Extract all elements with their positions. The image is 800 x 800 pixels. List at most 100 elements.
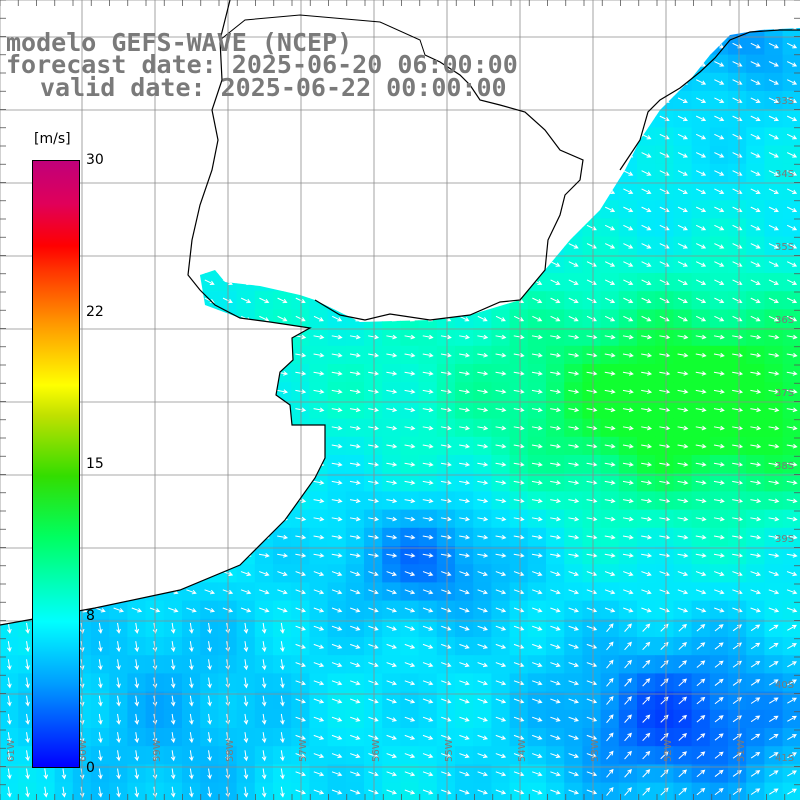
wind-arrow <box>495 789 507 795</box>
wind-arrow <box>604 571 616 577</box>
wind-arrow <box>714 206 725 213</box>
wind-arrow <box>422 680 434 686</box>
wind-arrow <box>386 462 398 467</box>
wind-arrow <box>714 97 725 103</box>
wind-arrow <box>606 787 614 796</box>
wind-arrow <box>586 498 598 504</box>
wind-arrow <box>624 641 632 651</box>
wind-arrow <box>750 697 761 704</box>
wind-arrow <box>477 716 488 722</box>
wind-arrow <box>116 641 121 653</box>
wind-arrow <box>313 662 325 668</box>
wind-arrow <box>313 734 325 740</box>
wind-arrow <box>750 443 762 449</box>
wind-arrow <box>43 786 49 798</box>
wind-arrow <box>422 425 434 431</box>
wind-arrow <box>531 334 543 340</box>
wind-arrow <box>586 480 598 485</box>
wind-arrow <box>750 660 761 668</box>
wind-arrow <box>368 734 379 740</box>
wind-arrow <box>368 352 380 358</box>
wind-arrow <box>61 768 67 780</box>
wind-arrow <box>261 695 267 707</box>
wind-arrow <box>404 407 416 413</box>
wind-arrow <box>550 334 562 340</box>
wind-arrow <box>116 695 121 707</box>
wind-arrow <box>25 732 30 744</box>
wind-arrow <box>459 680 470 686</box>
wind-arrow <box>7 677 12 689</box>
wind-arrow <box>750 371 762 376</box>
wind-arrow <box>659 425 671 431</box>
wind-arrow <box>404 334 416 340</box>
wind-arrow <box>350 771 361 777</box>
wind-arrow <box>386 443 398 449</box>
wind-arrow <box>568 315 579 322</box>
wind-arrow <box>349 516 361 522</box>
wind-arrow <box>550 607 561 613</box>
wind-arrow <box>586 607 598 613</box>
wind-arrow <box>768 462 780 467</box>
longitude-label: 55W <box>444 739 455 762</box>
wind-arrow <box>204 279 215 285</box>
wind-arrow <box>331 753 343 759</box>
wind-arrow <box>532 734 543 740</box>
wind-arrow <box>714 297 725 304</box>
wind-arrow <box>732 498 744 504</box>
wind-arrow <box>550 698 561 704</box>
wind-arrow <box>568 716 579 722</box>
wind-arrow <box>350 625 361 631</box>
wind-arrow <box>513 571 525 577</box>
wind-arrow <box>349 389 361 394</box>
wind-arrow <box>622 516 634 522</box>
wind-arrow <box>386 607 397 613</box>
wind-arrow <box>677 516 689 522</box>
wind-arrow <box>170 677 176 689</box>
wind-arrow <box>623 315 634 322</box>
wind-arrow <box>280 768 285 780</box>
wind-arrow <box>695 571 707 577</box>
wind-arrow <box>259 297 270 304</box>
wind-arrow <box>477 643 488 649</box>
wind-arrow <box>350 589 361 595</box>
wind-arrow <box>477 789 488 795</box>
wind-arrow <box>768 571 780 577</box>
wind-arrow <box>240 589 252 595</box>
wind-arrow <box>532 607 543 613</box>
wind-arrow <box>513 662 525 668</box>
wind-arrow <box>768 697 779 704</box>
wind-arrow <box>441 571 452 577</box>
wind-arrow <box>116 750 121 762</box>
wind-arrow <box>604 315 616 322</box>
wind-arrow <box>404 771 416 777</box>
wind-arrow <box>732 534 744 540</box>
wind-arrow <box>732 788 742 796</box>
wind-arrow <box>95 607 106 613</box>
wind-arrow <box>695 607 707 613</box>
wind-arrow <box>604 498 616 504</box>
wind-arrow <box>350 716 361 722</box>
latitude-label: 38S <box>775 461 794 472</box>
wind-arrow <box>204 607 215 613</box>
wind-arrow <box>568 279 579 285</box>
wind-arrow <box>622 553 634 558</box>
wind-arrow <box>404 753 416 759</box>
wind-arrow <box>659 534 671 540</box>
wind-arrow <box>604 516 616 522</box>
wind-arrow <box>7 659 12 671</box>
wind-arrow <box>786 152 798 158</box>
wind-arrow <box>606 659 614 669</box>
wind-cell <box>746 28 765 37</box>
wind-arrow <box>295 571 306 577</box>
wind-arrow <box>531 553 543 558</box>
river-outline <box>219 14 426 56</box>
wind-arrow <box>786 498 798 504</box>
wind-arrow <box>440 480 452 485</box>
wind-arrow <box>349 443 361 449</box>
wind-arrow <box>624 714 632 723</box>
wind-arrow <box>714 715 724 723</box>
wind-arrow <box>714 224 725 231</box>
wind-arrow <box>350 734 361 740</box>
wind-arrow <box>207 786 212 798</box>
wind-arrow <box>495 680 507 686</box>
